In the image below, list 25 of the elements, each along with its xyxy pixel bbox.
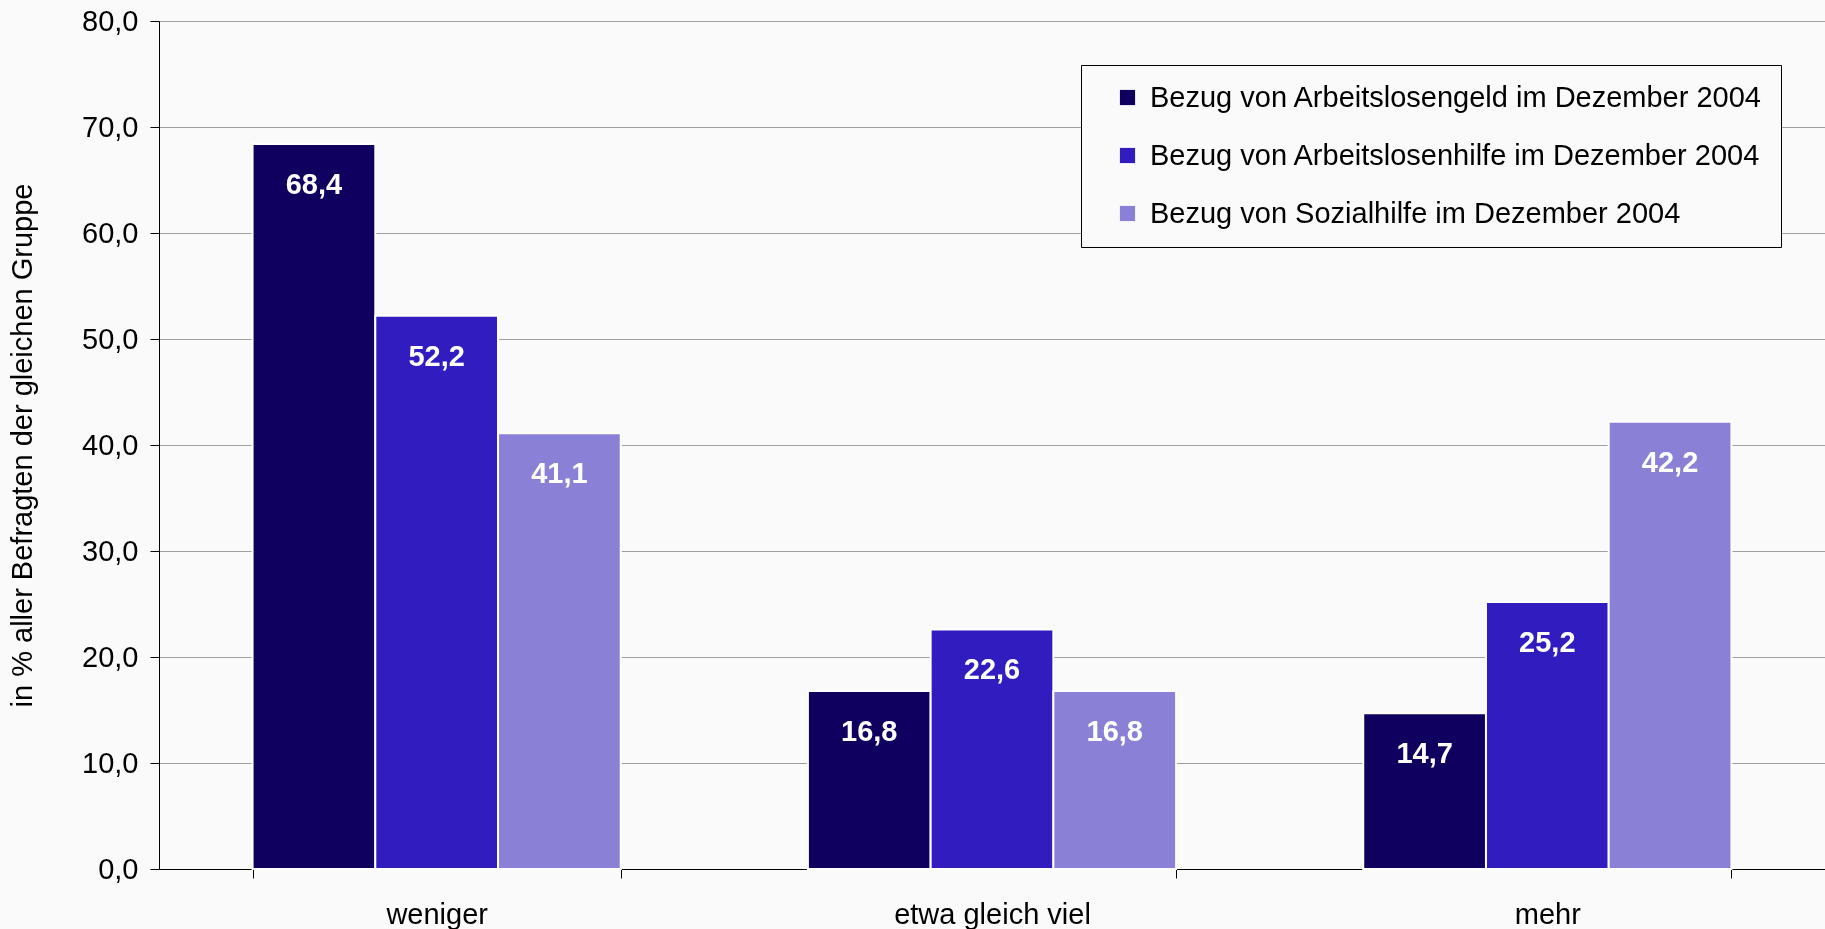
y-axis-title: in % aller Befragten der gleichen Gruppe — [6, 183, 39, 708]
legend-label: Bezug von Arbeitslosenhilfe im Dezember 2004 — [1150, 138, 1760, 171]
y-tick-label: 30,0 — [82, 534, 139, 567]
y-tick-label: 80,0 — [82, 4, 139, 37]
data-label: 16,8 — [1086, 714, 1143, 747]
data-label: 68,4 — [285, 167, 343, 200]
y-tick-label: 40,0 — [82, 428, 139, 461]
y-tick-label: 70,0 — [82, 110, 139, 143]
data-label: 41,1 — [531, 457, 588, 490]
legend-label: Bezug von Arbeitslosengeld im Dezember 2004 — [1150, 80, 1761, 113]
y-tick-label: 20,0 — [82, 640, 139, 673]
data-label: 52,2 — [408, 339, 465, 372]
data-label: 42,2 — [1641, 445, 1699, 478]
x-tick-label: mehr — [1514, 897, 1582, 929]
data-label: 22,6 — [963, 653, 1021, 686]
data-label: 16,8 — [841, 714, 898, 747]
data-label: 14,7 — [1396, 737, 1453, 770]
data-label: 25,2 — [1519, 625, 1576, 658]
x-tick-label: etwa gleich viel — [894, 897, 1091, 929]
y-tick-label: 0,0 — [98, 852, 139, 885]
y-tick-label: 50,0 — [82, 322, 139, 355]
y-tick-label: 60,0 — [82, 216, 139, 249]
legend-label: Bezug von Sozialhilfe im Dezember 2004 — [1150, 196, 1681, 229]
x-tick-label: weniger — [385, 897, 489, 929]
y-tick-label: 10,0 — [82, 746, 139, 779]
